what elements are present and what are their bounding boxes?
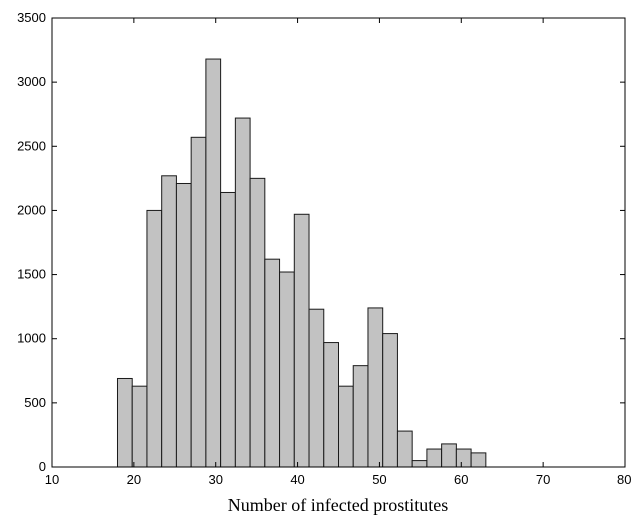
- x-tick-label: 30: [208, 472, 222, 487]
- histogram-bar: [411, 460, 428, 468]
- histogram-bar: [470, 452, 487, 468]
- histogram-bar: [131, 385, 148, 468]
- histogram-bar: [323, 342, 339, 468]
- histogram-bar: [352, 365, 369, 468]
- histogram-bar: [205, 58, 222, 468]
- histogram-bar: [116, 377, 133, 468]
- y-tick-label: 3500: [17, 10, 46, 25]
- plot-frame: [51, 17, 626, 468]
- x-tick-label: 10: [45, 472, 59, 487]
- x-tick-label: 40: [290, 472, 304, 487]
- y-tick-labels: 0 500 1000 1500 2000 2500 3000 3500: [17, 10, 46, 474]
- y-tick-label: 3000: [17, 74, 46, 89]
- histogram-bar: [308, 308, 325, 468]
- histogram-bar: [455, 448, 472, 468]
- histogram-bar: [441, 443, 457, 468]
- y-tick-label: 1500: [17, 267, 46, 282]
- y-tick-label: 2500: [17, 138, 46, 153]
- histogram-bar: [382, 333, 398, 468]
- histogram-bar: [161, 175, 177, 468]
- x-axis-title: Number of infected prostitutes: [228, 495, 448, 515]
- histogram-bar: [338, 385, 354, 468]
- bars-group: [116, 58, 487, 468]
- histogram-bar: [279, 271, 295, 468]
- x-tick-label: 50: [372, 472, 386, 487]
- x-tick-labels: 10 20 30 40 50 60 70 80: [45, 472, 632, 487]
- histogram-bar: [234, 117, 251, 468]
- histogram-bar: [175, 182, 192, 468]
- y-tick-label: 0: [39, 459, 46, 474]
- histogram-bar: [220, 191, 236, 468]
- histogram-bar: [426, 448, 443, 468]
- y-tick-label: 500: [24, 395, 46, 410]
- x-tick-label: 60: [454, 472, 468, 487]
- y-tick-label: 2000: [17, 202, 46, 217]
- y-tick-label: 1000: [17, 331, 46, 346]
- histogram-bar: [293, 213, 310, 468]
- histogram-bar: [264, 258, 281, 468]
- histogram-bar: [249, 177, 266, 468]
- x-tick-label: 70: [536, 472, 550, 487]
- histogram-bar: [396, 430, 413, 468]
- histogram-bar: [146, 209, 163, 468]
- histogram-bar: [367, 307, 384, 468]
- x-tick-label: 80: [617, 472, 631, 487]
- histogram-bar: [190, 136, 207, 468]
- x-tick-label: 20: [127, 472, 141, 487]
